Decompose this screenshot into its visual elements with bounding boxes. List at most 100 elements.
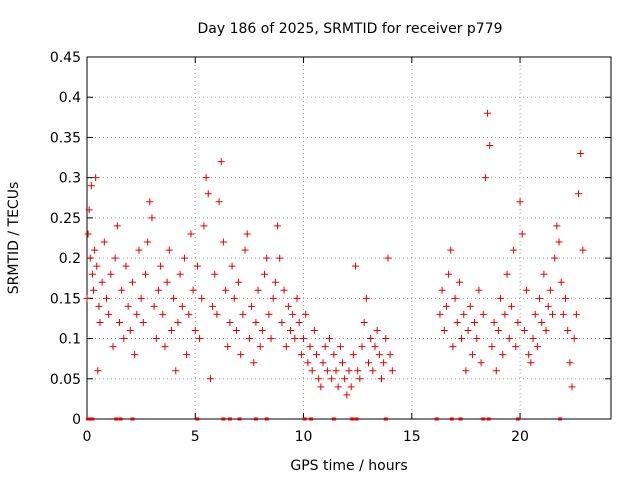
- data-point: [88, 270, 96, 278]
- data-point: [150, 302, 158, 310]
- data-point: [336, 343, 344, 351]
- chart-title: Day 186 of 2025, SRMTID for receiver p77…: [197, 21, 502, 37]
- data-point: [300, 335, 308, 343]
- data-point: [148, 214, 156, 222]
- data-point: [107, 270, 115, 278]
- data-point: [347, 383, 355, 391]
- y-axis-ticks: 0 0.05 0.1 0.15 0.2 0.25 0.3 0.35 0.4 0.45: [50, 50, 611, 428]
- data-point: [351, 262, 359, 270]
- data-point: [243, 230, 251, 238]
- y-tick-label: 0.05: [50, 372, 81, 388]
- data-point: [497, 294, 505, 302]
- data-point: [222, 286, 230, 294]
- data-point: [230, 294, 238, 302]
- data-point: [180, 254, 188, 262]
- data-point: [261, 270, 269, 278]
- data-point: [356, 375, 364, 383]
- data-point: [577, 150, 585, 158]
- data-point: [512, 343, 520, 351]
- data-point: [95, 302, 103, 310]
- data-point: [360, 318, 368, 326]
- data-point: [354, 367, 362, 375]
- data-point: [358, 343, 366, 351]
- data-point: [228, 262, 236, 270]
- data-point: [282, 343, 290, 351]
- y-tick-label: 0.4: [59, 90, 81, 106]
- data-point: [183, 351, 191, 359]
- data-point: [289, 310, 297, 318]
- data-point: [562, 294, 570, 302]
- data-point: [377, 375, 385, 383]
- data-point: [239, 310, 247, 318]
- x-tick-label: 10: [295, 429, 313, 445]
- data-point: [293, 294, 301, 302]
- data-point: [323, 367, 331, 375]
- data-point: [89, 286, 97, 294]
- data-point: [520, 327, 528, 335]
- data-point: [384, 254, 392, 262]
- data-point: [295, 318, 303, 326]
- data-point: [94, 367, 102, 375]
- data-point: [87, 182, 95, 190]
- data-point: [380, 359, 388, 367]
- data-point: [302, 310, 310, 318]
- data-point: [533, 343, 541, 351]
- y-tick-label: 0.2: [59, 251, 81, 267]
- data-point: [503, 270, 511, 278]
- y-tick-label: 0.35: [50, 130, 81, 146]
- data-point: [198, 294, 206, 302]
- data-point: [163, 278, 171, 286]
- x-tick-label: 5: [191, 429, 200, 445]
- data-point: [170, 294, 178, 302]
- data-point: [304, 359, 312, 367]
- data-point: [339, 359, 347, 367]
- data-point: [481, 174, 489, 182]
- data-point: [557, 278, 565, 286]
- data-point: [306, 343, 314, 351]
- data-point: [362, 294, 370, 302]
- data-point: [315, 375, 323, 383]
- data-point: [278, 318, 286, 326]
- data-point: [319, 359, 327, 367]
- y-tick-label: 0.3: [59, 171, 81, 187]
- data-point: [551, 254, 559, 262]
- data-point: [514, 318, 522, 326]
- data-point: [204, 190, 212, 198]
- data-point: [118, 286, 126, 294]
- data-point: [462, 367, 470, 375]
- data-point: [308, 367, 316, 375]
- data-point: [159, 310, 167, 318]
- data-point: [364, 359, 372, 367]
- data-point: [115, 318, 123, 326]
- data-point: [269, 294, 277, 302]
- data-point: [93, 262, 101, 270]
- data-point: [144, 238, 152, 246]
- y-tick-label: 0: [72, 412, 81, 428]
- data-point: [388, 367, 396, 375]
- data-point: [161, 343, 169, 351]
- data-point: [124, 302, 132, 310]
- data-point: [98, 278, 106, 286]
- data-point: [553, 222, 561, 230]
- data-point: [492, 367, 500, 375]
- data-point: [291, 335, 299, 343]
- data-point: [310, 327, 318, 335]
- data-point: [271, 278, 279, 286]
- data-point: [438, 286, 446, 294]
- data-point: [267, 335, 275, 343]
- data-point: [442, 302, 450, 310]
- data-point: [518, 230, 526, 238]
- data-point: [196, 335, 204, 343]
- data-point: [131, 351, 139, 359]
- data-point: [568, 383, 576, 391]
- data-point: [165, 246, 173, 254]
- data-point: [313, 351, 321, 359]
- data-point: [185, 310, 193, 318]
- data-point: [447, 246, 455, 254]
- data-point: [471, 318, 479, 326]
- data-point: [276, 254, 284, 262]
- data-point: [449, 343, 457, 351]
- data-point: [86, 254, 94, 262]
- y-tick-label: 0.15: [50, 291, 81, 307]
- data-point: [178, 302, 186, 310]
